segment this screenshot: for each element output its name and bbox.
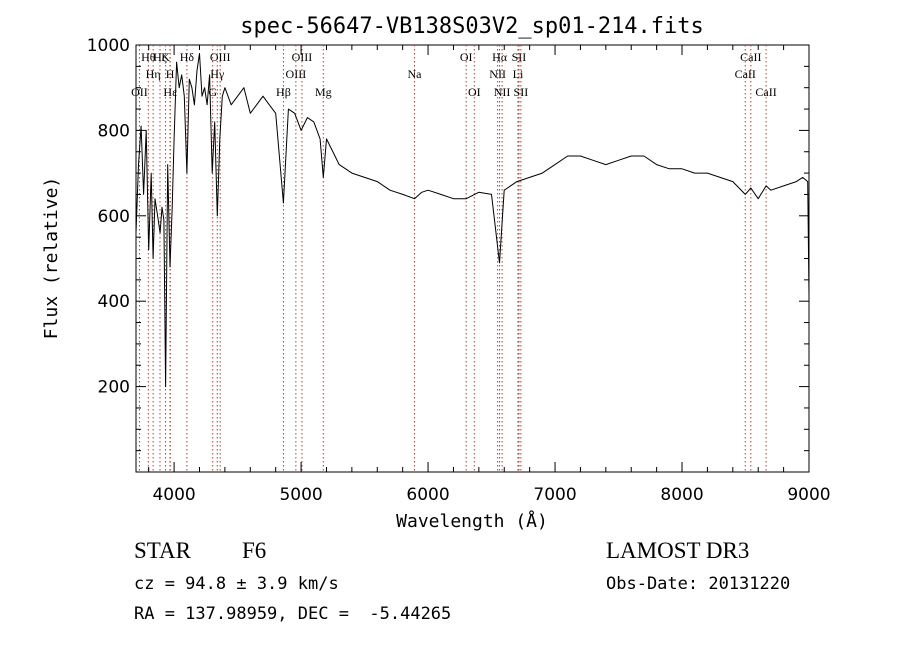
line-label-16: OI xyxy=(460,50,473,64)
line-label-21: Li xyxy=(513,67,524,81)
line-label-26: CaII xyxy=(755,85,776,99)
y-tick-label-3: 800 xyxy=(98,121,130,141)
x-tick-label-0: 4000 xyxy=(152,485,195,505)
line-label-25: CaII xyxy=(740,50,761,64)
axes: 4000 5000 6000 7000 8000 9000 200 400 600 800 1000 xyxy=(87,36,831,505)
line-label-13: OIII xyxy=(292,50,313,64)
line-label-8: G xyxy=(208,85,217,99)
y-axis-label: Flux (relative) xyxy=(41,177,62,340)
y-tick-label-0: 200 xyxy=(98,378,130,398)
line-label-7: Hδ xyxy=(180,50,195,64)
object-class: STAR xyxy=(134,538,191,563)
line-label-23: SII xyxy=(514,85,529,99)
line-label-22: SII xyxy=(512,50,527,64)
line-label-24: CaII xyxy=(735,67,756,81)
line-label-11: Hβ xyxy=(276,85,291,99)
y-tick-label-1: 400 xyxy=(98,292,130,312)
line-label-2: Hη xyxy=(146,67,161,81)
line-label-0: OII xyxy=(131,85,148,99)
y-tick-label-4: 1000 xyxy=(87,36,130,56)
line-label-1: Hθ xyxy=(141,50,156,64)
x-tick-label-3: 7000 xyxy=(533,485,576,505)
obs-date: Obs-Date: 20131220 xyxy=(606,574,791,594)
survey-name: LAMOST DR3 xyxy=(606,538,750,563)
x-axis-label: Wavelength (Å) xyxy=(396,510,548,532)
line-label-18: NII xyxy=(489,67,506,81)
line-label-15: Na xyxy=(407,67,422,81)
plot-frame xyxy=(135,44,810,473)
line-label-20: NII xyxy=(494,85,511,99)
chart-title: spec-56647-VB138S03V2_sp01-214.fits xyxy=(240,14,704,39)
coordinates: RA = 137.98959, DEC = -5.44265 xyxy=(134,604,452,624)
object-subclass: F6 xyxy=(242,538,267,563)
redshift-cz: cz = 94.8 ± 3.9 km/s xyxy=(134,574,339,594)
line-label-3: Hζ xyxy=(153,50,167,64)
x-tick-label-1: 5000 xyxy=(279,485,322,505)
line-label-17: OI xyxy=(468,85,481,99)
line-label-10: OIII xyxy=(210,50,231,64)
spectrum-series-layer xyxy=(135,53,810,388)
x-tick-label-2: 6000 xyxy=(406,485,449,505)
spectrum-line-0 xyxy=(135,53,810,388)
line-label-19: Hα xyxy=(492,50,508,64)
line-label-12: OIII xyxy=(286,67,307,81)
line-label-6: Hε xyxy=(163,85,177,99)
y-tick-label-2: 600 xyxy=(98,207,130,227)
line-label-9: Hγ xyxy=(210,67,225,81)
line-label-14: Mg xyxy=(315,85,332,99)
spectral-line-markers: OIIHθHηHζKHHεHδGHγOIIIHβOIIIOIIIMgNaOIOI… xyxy=(131,45,777,472)
x-tick-label-4: 8000 xyxy=(660,485,703,505)
line-label-4: K xyxy=(161,50,170,64)
x-tick-label-5: 9000 xyxy=(787,485,830,505)
